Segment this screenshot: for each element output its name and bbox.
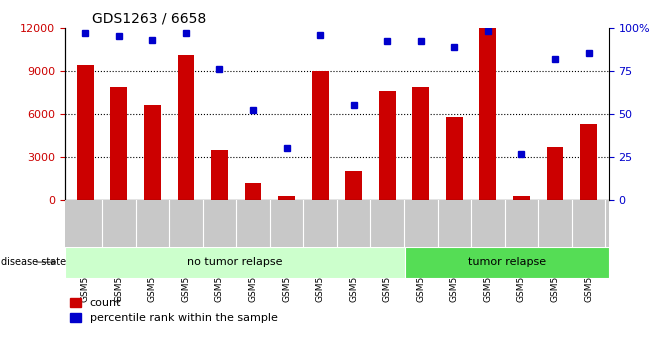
Bar xyxy=(245,183,262,200)
Bar xyxy=(580,124,597,200)
Bar xyxy=(111,87,127,200)
Bar xyxy=(547,147,563,200)
Bar xyxy=(345,171,362,200)
Text: disease state: disease state xyxy=(1,257,66,267)
Bar xyxy=(65,247,405,278)
Bar xyxy=(513,196,530,200)
Text: no tumor relapse: no tumor relapse xyxy=(187,257,283,267)
Bar xyxy=(211,150,228,200)
Legend: count, percentile rank within the sample: count, percentile rank within the sample xyxy=(65,293,282,327)
Bar xyxy=(379,91,396,200)
Bar xyxy=(446,117,463,200)
Bar xyxy=(405,247,609,278)
Bar xyxy=(278,196,295,200)
Bar xyxy=(480,28,496,200)
Bar xyxy=(312,71,329,200)
Bar xyxy=(77,65,94,200)
Bar xyxy=(412,87,429,200)
Text: tumor relapse: tumor relapse xyxy=(467,257,546,267)
Bar xyxy=(144,105,161,200)
Text: GDS1263 / 6658: GDS1263 / 6658 xyxy=(92,11,206,25)
Bar xyxy=(178,55,194,200)
